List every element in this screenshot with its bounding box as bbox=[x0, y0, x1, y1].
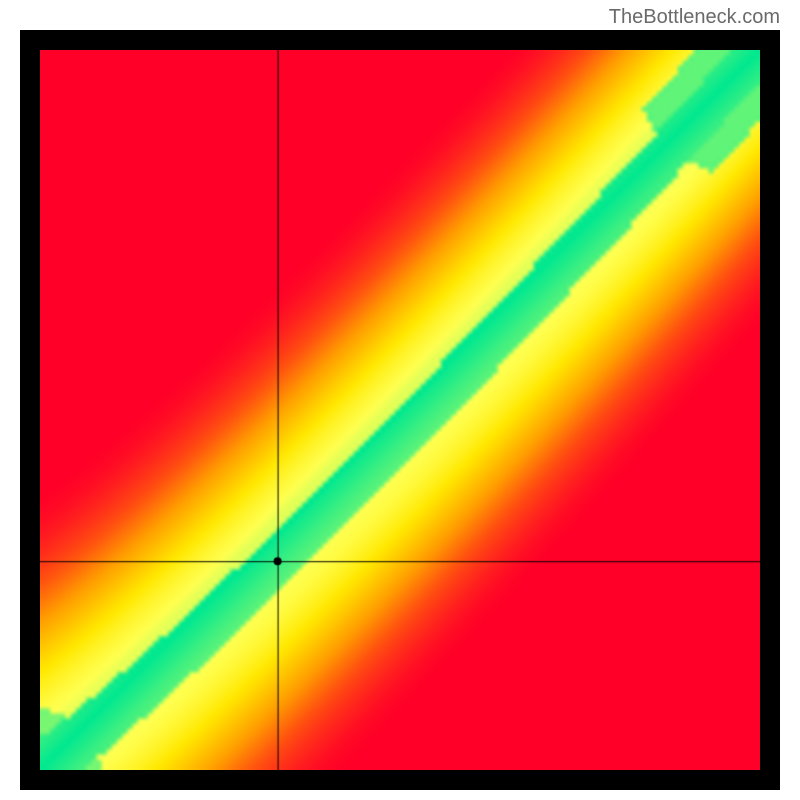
attribution-label: TheBottleneck.com bbox=[609, 6, 780, 29]
bottleneck-heatmap bbox=[40, 50, 760, 770]
chart-container: TheBottleneck.com bbox=[0, 0, 800, 800]
